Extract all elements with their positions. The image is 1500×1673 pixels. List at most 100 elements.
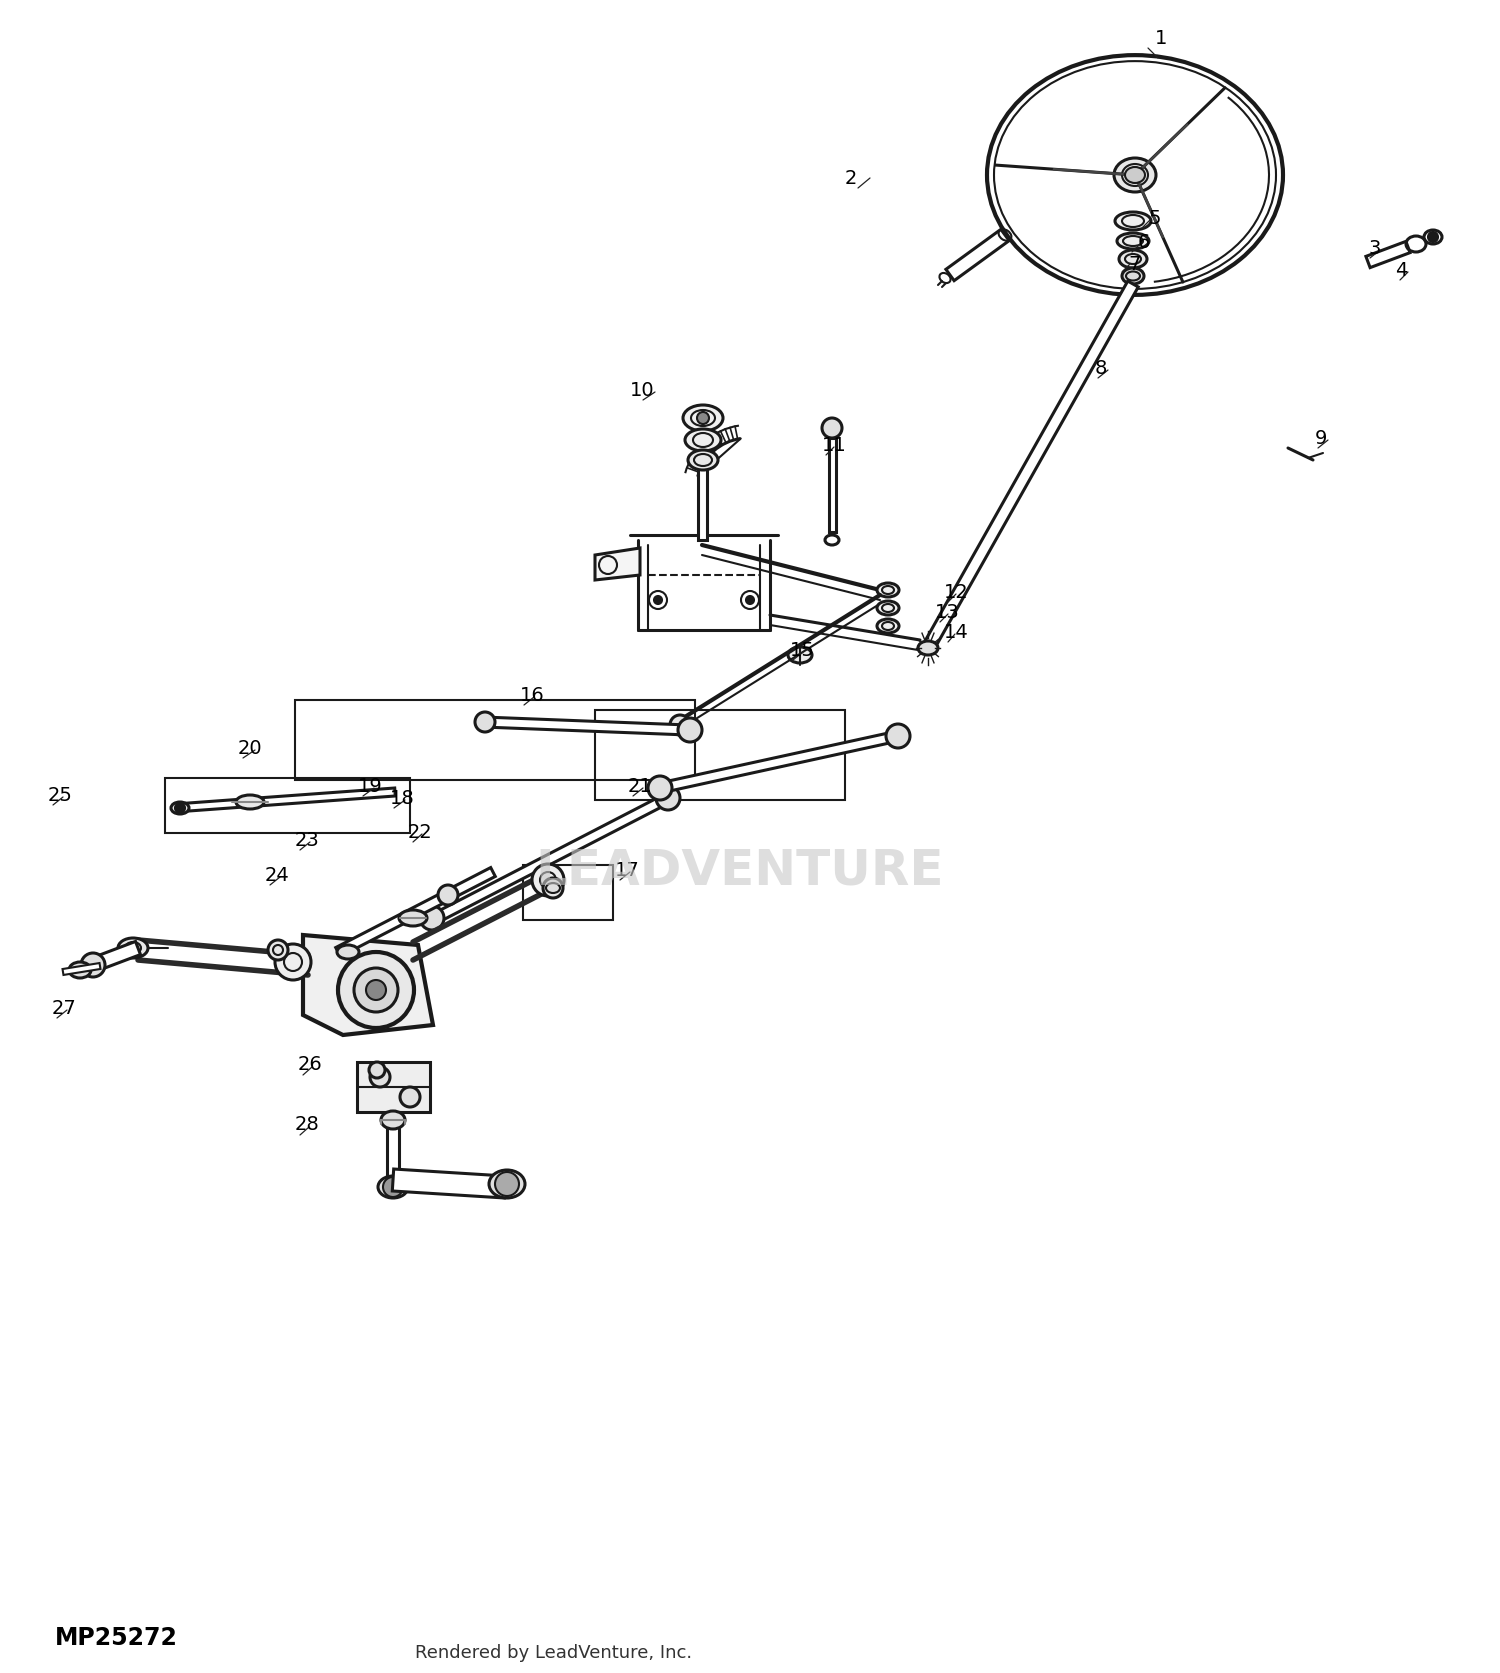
Text: 16: 16 xyxy=(520,686,544,704)
Polygon shape xyxy=(90,942,141,972)
Text: 18: 18 xyxy=(390,788,414,808)
Text: 2: 2 xyxy=(844,169,858,187)
Ellipse shape xyxy=(171,801,189,815)
Text: 19: 19 xyxy=(358,776,382,795)
Circle shape xyxy=(338,952,414,1027)
Text: 8: 8 xyxy=(1095,358,1107,378)
Bar xyxy=(296,699,694,780)
Text: 5: 5 xyxy=(1148,209,1161,228)
Ellipse shape xyxy=(118,939,148,959)
Ellipse shape xyxy=(378,1176,408,1198)
Ellipse shape xyxy=(1114,212,1150,229)
Circle shape xyxy=(495,1173,519,1196)
Circle shape xyxy=(274,944,310,980)
Ellipse shape xyxy=(236,795,264,810)
Text: 27: 27 xyxy=(53,999,76,1017)
Ellipse shape xyxy=(682,405,723,432)
Text: 22: 22 xyxy=(408,823,432,842)
Text: 23: 23 xyxy=(296,830,320,850)
Polygon shape xyxy=(174,788,396,811)
Circle shape xyxy=(438,885,458,905)
Circle shape xyxy=(420,907,444,930)
Circle shape xyxy=(400,1087,420,1108)
Polygon shape xyxy=(357,1062,430,1113)
Circle shape xyxy=(670,714,690,734)
Circle shape xyxy=(678,718,702,743)
Ellipse shape xyxy=(688,450,718,470)
Ellipse shape xyxy=(1119,249,1148,268)
Text: 10: 10 xyxy=(630,380,654,400)
Polygon shape xyxy=(429,793,670,925)
Polygon shape xyxy=(63,964,100,975)
Circle shape xyxy=(648,776,672,800)
Polygon shape xyxy=(336,868,495,957)
Circle shape xyxy=(369,1062,386,1077)
Text: 17: 17 xyxy=(615,860,639,880)
Bar xyxy=(596,709,844,800)
Text: 11: 11 xyxy=(822,435,846,455)
Polygon shape xyxy=(596,549,640,581)
Text: 13: 13 xyxy=(934,602,960,621)
Text: 6: 6 xyxy=(1138,233,1150,251)
Ellipse shape xyxy=(381,1111,405,1129)
Circle shape xyxy=(176,803,184,813)
Circle shape xyxy=(532,863,564,897)
Polygon shape xyxy=(698,432,706,540)
Text: 9: 9 xyxy=(1316,428,1328,447)
Circle shape xyxy=(886,724,910,748)
Circle shape xyxy=(822,418,842,438)
Ellipse shape xyxy=(788,647,812,663)
Text: 1: 1 xyxy=(1155,28,1167,47)
Ellipse shape xyxy=(686,428,722,452)
Polygon shape xyxy=(387,1113,399,1178)
Text: 20: 20 xyxy=(238,738,262,758)
Ellipse shape xyxy=(69,962,92,979)
Polygon shape xyxy=(658,731,898,793)
Circle shape xyxy=(543,878,562,898)
Text: 4: 4 xyxy=(1395,261,1407,279)
Text: 14: 14 xyxy=(944,622,969,641)
Circle shape xyxy=(370,1067,390,1087)
Polygon shape xyxy=(393,1169,506,1198)
Circle shape xyxy=(268,940,288,960)
Polygon shape xyxy=(946,229,1010,281)
Text: 24: 24 xyxy=(266,865,290,885)
Ellipse shape xyxy=(1125,167,1144,182)
Bar xyxy=(165,778,410,833)
Polygon shape xyxy=(1366,241,1410,268)
Text: MP25272: MP25272 xyxy=(56,1626,178,1650)
Text: 7: 7 xyxy=(1128,254,1140,273)
Ellipse shape xyxy=(489,1169,525,1198)
Circle shape xyxy=(81,954,105,977)
Polygon shape xyxy=(303,935,433,1036)
Ellipse shape xyxy=(878,619,898,632)
Text: 26: 26 xyxy=(298,1056,322,1074)
Ellipse shape xyxy=(338,945,358,959)
Bar xyxy=(524,865,614,920)
Text: 3: 3 xyxy=(1368,239,1380,258)
Ellipse shape xyxy=(878,601,898,616)
Circle shape xyxy=(1428,233,1438,243)
Text: Rendered by LeadVenture, Inc.: Rendered by LeadVenture, Inc. xyxy=(416,1645,692,1661)
Ellipse shape xyxy=(1122,268,1144,284)
Text: 28: 28 xyxy=(296,1116,320,1134)
Circle shape xyxy=(354,969,398,1012)
Circle shape xyxy=(698,412,709,423)
Ellipse shape xyxy=(878,582,898,597)
Circle shape xyxy=(746,596,754,604)
Ellipse shape xyxy=(918,641,938,656)
Ellipse shape xyxy=(399,910,427,925)
Text: 21: 21 xyxy=(628,776,652,795)
Circle shape xyxy=(476,713,495,733)
Text: LEADVENTURE: LEADVENTURE xyxy=(536,847,945,893)
Ellipse shape xyxy=(546,883,560,893)
Text: 15: 15 xyxy=(790,641,814,659)
Ellipse shape xyxy=(1118,233,1149,249)
Polygon shape xyxy=(483,718,688,734)
Circle shape xyxy=(656,786,680,810)
Circle shape xyxy=(654,596,662,604)
Circle shape xyxy=(382,1178,404,1196)
Polygon shape xyxy=(922,281,1138,651)
Text: 25: 25 xyxy=(48,786,74,805)
Text: 12: 12 xyxy=(944,582,969,602)
